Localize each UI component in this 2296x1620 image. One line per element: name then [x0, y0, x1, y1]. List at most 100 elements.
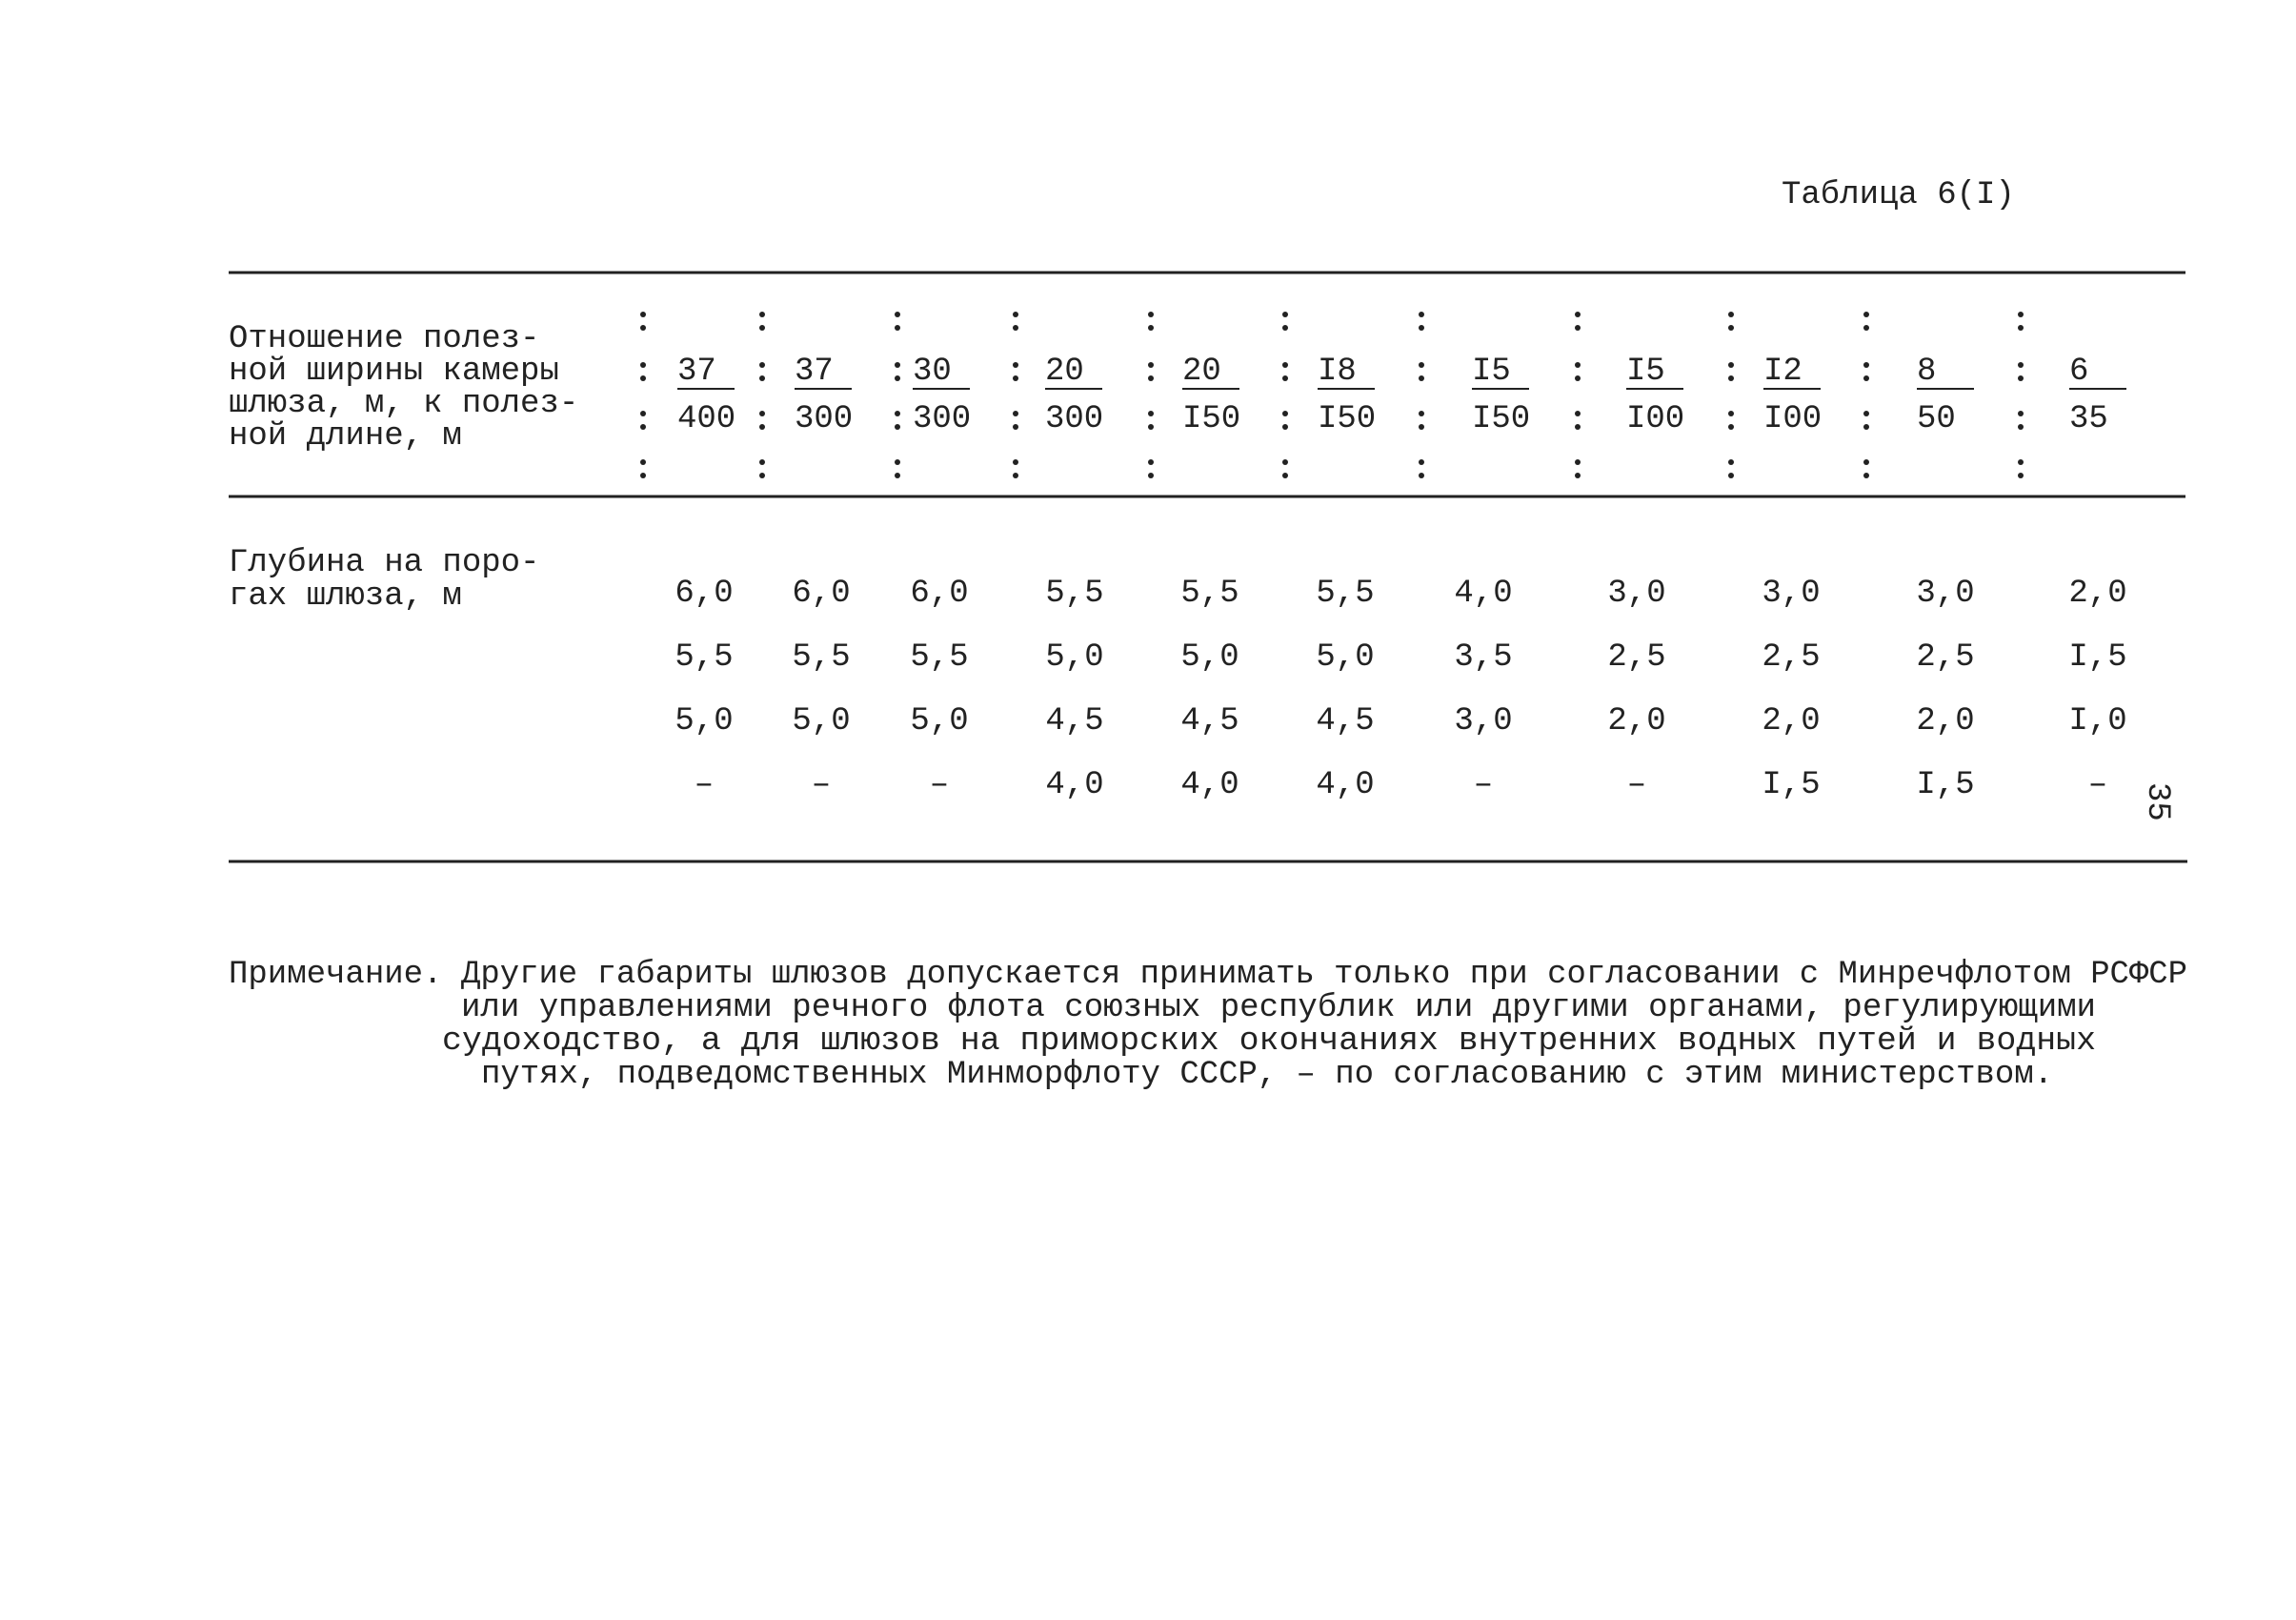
column-denominator: I50 — [1182, 401, 1240, 437]
column-denominator: I00 — [1763, 401, 1822, 437]
colon-dot — [1728, 362, 1734, 368]
colon-dot — [2018, 325, 2024, 331]
colon-dot — [1148, 312, 1154, 317]
table-cell: 4,0 — [1316, 767, 1374, 803]
colon-dot — [1282, 362, 1288, 368]
colon-dot — [1419, 375, 1424, 381]
colon-dot — [1863, 459, 1869, 465]
row-label: гах шлюза, м — [229, 578, 462, 615]
colon-dot — [2018, 312, 2024, 317]
colon-dot — [640, 411, 646, 416]
colon-dot — [1575, 411, 1581, 416]
table-cell: I,5 — [1762, 767, 1820, 803]
colon-dot — [1419, 411, 1424, 416]
column-denominator: 300 — [795, 401, 853, 437]
colon-dot — [1013, 325, 1018, 331]
colon-dot — [1728, 375, 1734, 381]
colon-dot — [1282, 473, 1288, 478]
colon-dot — [759, 459, 765, 465]
colon-dot — [1148, 375, 1154, 381]
colon-dot — [1013, 375, 1018, 381]
table-cell: – — [812, 767, 831, 803]
colon-dot — [759, 325, 765, 331]
table-cell: 5,5 — [1316, 576, 1374, 612]
colon-dot — [2018, 459, 2024, 465]
table-cell: – — [930, 767, 949, 803]
colon-dot — [895, 459, 900, 465]
table-cell: 5,5 — [1180, 576, 1239, 612]
table-cell: I,5 — [1916, 767, 1974, 803]
colon-dot — [1728, 325, 1734, 331]
colon-dot — [1148, 473, 1154, 478]
column-denominator: 300 — [1045, 401, 1103, 437]
colon-dot — [1728, 312, 1734, 317]
page-number: 35 — [2139, 782, 2175, 821]
colon-dot — [759, 312, 765, 317]
column-denominator: I00 — [1626, 401, 1684, 437]
colon-dot — [1419, 424, 1424, 430]
colon-dot — [1419, 362, 1424, 368]
colon-dot — [759, 411, 765, 416]
colon-dot — [2018, 411, 2024, 416]
colon-dot — [1013, 473, 1018, 478]
column-numerator: 20 — [1045, 354, 1084, 390]
colon-dot — [1013, 312, 1018, 317]
colon-dot — [640, 312, 646, 317]
colon-dot — [759, 473, 765, 478]
table-cell: 2,5 — [1762, 639, 1820, 676]
colon-dot — [2018, 375, 2024, 381]
colon-dot — [1575, 362, 1581, 368]
column-denominator: 50 — [1917, 401, 1956, 437]
table-cell: 5,0 — [675, 703, 733, 739]
table-cell: 4,0 — [1045, 767, 1103, 803]
column-denominator: I50 — [1472, 401, 1530, 437]
table-cell: – — [2088, 767, 2107, 803]
colon-dot — [1419, 325, 1424, 331]
colon-dot — [640, 325, 646, 331]
colon-dot — [895, 325, 900, 331]
colon-dot — [1863, 424, 1869, 430]
colon-dot — [1148, 459, 1154, 465]
colon-dot — [1575, 473, 1581, 478]
column-denominator: 400 — [677, 401, 735, 437]
table-cell: 5,5 — [675, 639, 733, 676]
table-cell: 3,0 — [1607, 576, 1665, 612]
colon-dot — [759, 375, 765, 381]
colon-dot — [895, 411, 900, 416]
colon-dot — [1728, 459, 1734, 465]
colon-dot — [895, 312, 900, 317]
colon-dot — [1575, 375, 1581, 381]
colon-dot — [1282, 312, 1288, 317]
colon-dot — [1419, 312, 1424, 317]
colon-dot — [1148, 411, 1154, 416]
table-cell: 6,0 — [675, 576, 733, 612]
colon-dot — [1282, 459, 1288, 465]
colon-dot — [1419, 473, 1424, 478]
table-cell: 4,0 — [1454, 576, 1512, 612]
table-cell: 3,0 — [1762, 576, 1820, 612]
colon-dot — [2018, 362, 2024, 368]
table-cell: 2,0 — [2068, 576, 2126, 612]
table-cell: 2,5 — [1607, 639, 1665, 676]
column-numerator: 20 — [1182, 354, 1221, 390]
header-label: шлюза, м, к полез- — [229, 386, 578, 422]
colon-dot — [1148, 325, 1154, 331]
table-cell: I,0 — [2068, 703, 2126, 739]
colon-dot — [640, 362, 646, 368]
colon-dot — [1863, 411, 1869, 416]
table-cell: 4,5 — [1045, 703, 1103, 739]
table-cell: 6,0 — [910, 576, 968, 612]
note-line: Другие габариты шлюзов допускается прини… — [461, 957, 2187, 993]
table-cell: 5,0 — [1045, 639, 1103, 676]
colon-dot — [1575, 325, 1581, 331]
table-cell: – — [1627, 767, 1646, 803]
column-numerator: I8 — [1318, 354, 1357, 390]
header-label: ной ширины камеры — [229, 354, 559, 390]
header-label: Отношение полез- — [229, 321, 539, 357]
colon-dot — [759, 424, 765, 430]
table-cell: 2,0 — [1762, 703, 1820, 739]
table-cell: 5,5 — [792, 639, 850, 676]
colon-dot — [895, 375, 900, 381]
colon-dot — [1282, 411, 1288, 416]
